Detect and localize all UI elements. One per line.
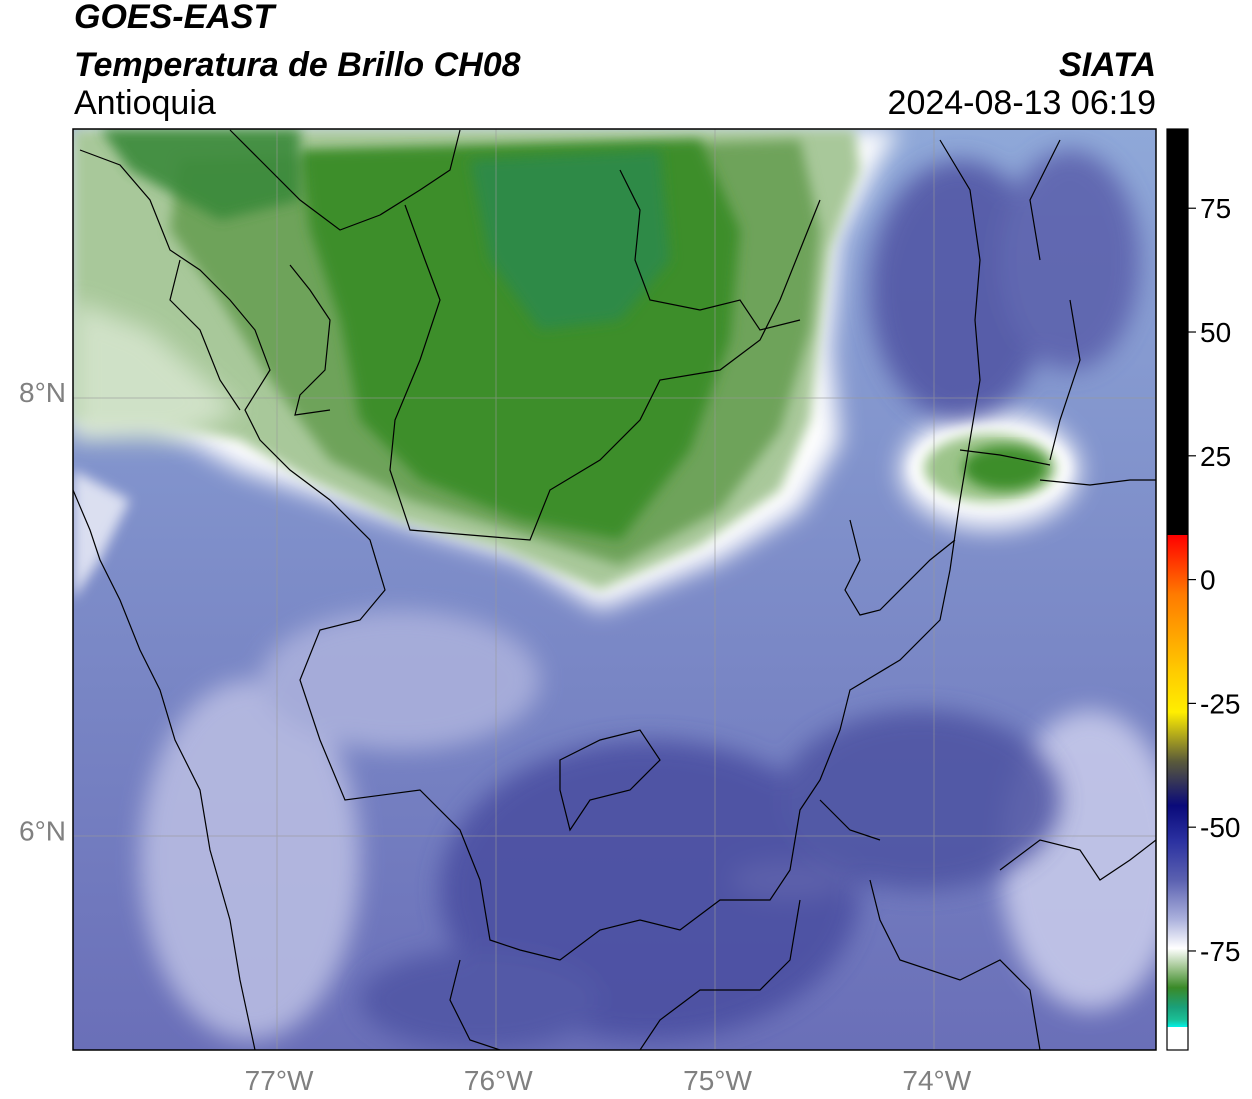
colorbar-gradient — [1167, 535, 1188, 1027]
colorbar-tick-label: -50 — [1200, 812, 1240, 843]
colorbar-tick-label: 0 — [1200, 565, 1216, 596]
lat-tick-label: 6°N — [19, 816, 66, 847]
boundaries — [73, 129, 1156, 1050]
colorbar-tick-label: 50 — [1200, 317, 1231, 348]
temperature-field — [73, 129, 1156, 1050]
product-title: Temperatura de Brillo CH08 — [74, 46, 521, 84]
satellite-title: GOES-EAST — [74, 0, 275, 36]
longitude-tick-labels: 77°W 76°W 75°W 74°W — [245, 1065, 972, 1096]
lat-tick-label: 8°N — [19, 377, 66, 408]
agency-label: SIATA — [1059, 46, 1156, 84]
lon-tick-label: 76°W — [464, 1065, 533, 1096]
colorbar-tick-label: -25 — [1200, 688, 1240, 719]
colorbar-tick-label: 75 — [1200, 193, 1231, 224]
lon-tick-label: 74°W — [902, 1065, 971, 1096]
map-frame — [72, 128, 1157, 1051]
colorbar-frame — [1166, 128, 1189, 1051]
latitude-tick-labels: 8°N 6°N — [19, 377, 66, 847]
colorbar-white-segment — [1167, 1027, 1188, 1050]
colorbar-tick-label: -75 — [1200, 936, 1240, 967]
datetime-label: 2024-08-13 06:19 — [887, 84, 1156, 122]
lon-tick-label: 75°W — [683, 1065, 752, 1096]
region-title: Antioquia — [74, 84, 216, 122]
colorbar-ticks: 75 50 25 0 -25 -50 -75 — [1188, 193, 1240, 967]
colorbar-tick-label: 25 — [1200, 441, 1231, 472]
colorbar: 75 50 25 0 -25 -50 -75 — [1166, 128, 1240, 1051]
lon-tick-label: 77°W — [245, 1065, 314, 1096]
colorbar-black-segment — [1167, 129, 1188, 535]
gridlines — [73, 129, 1156, 1050]
